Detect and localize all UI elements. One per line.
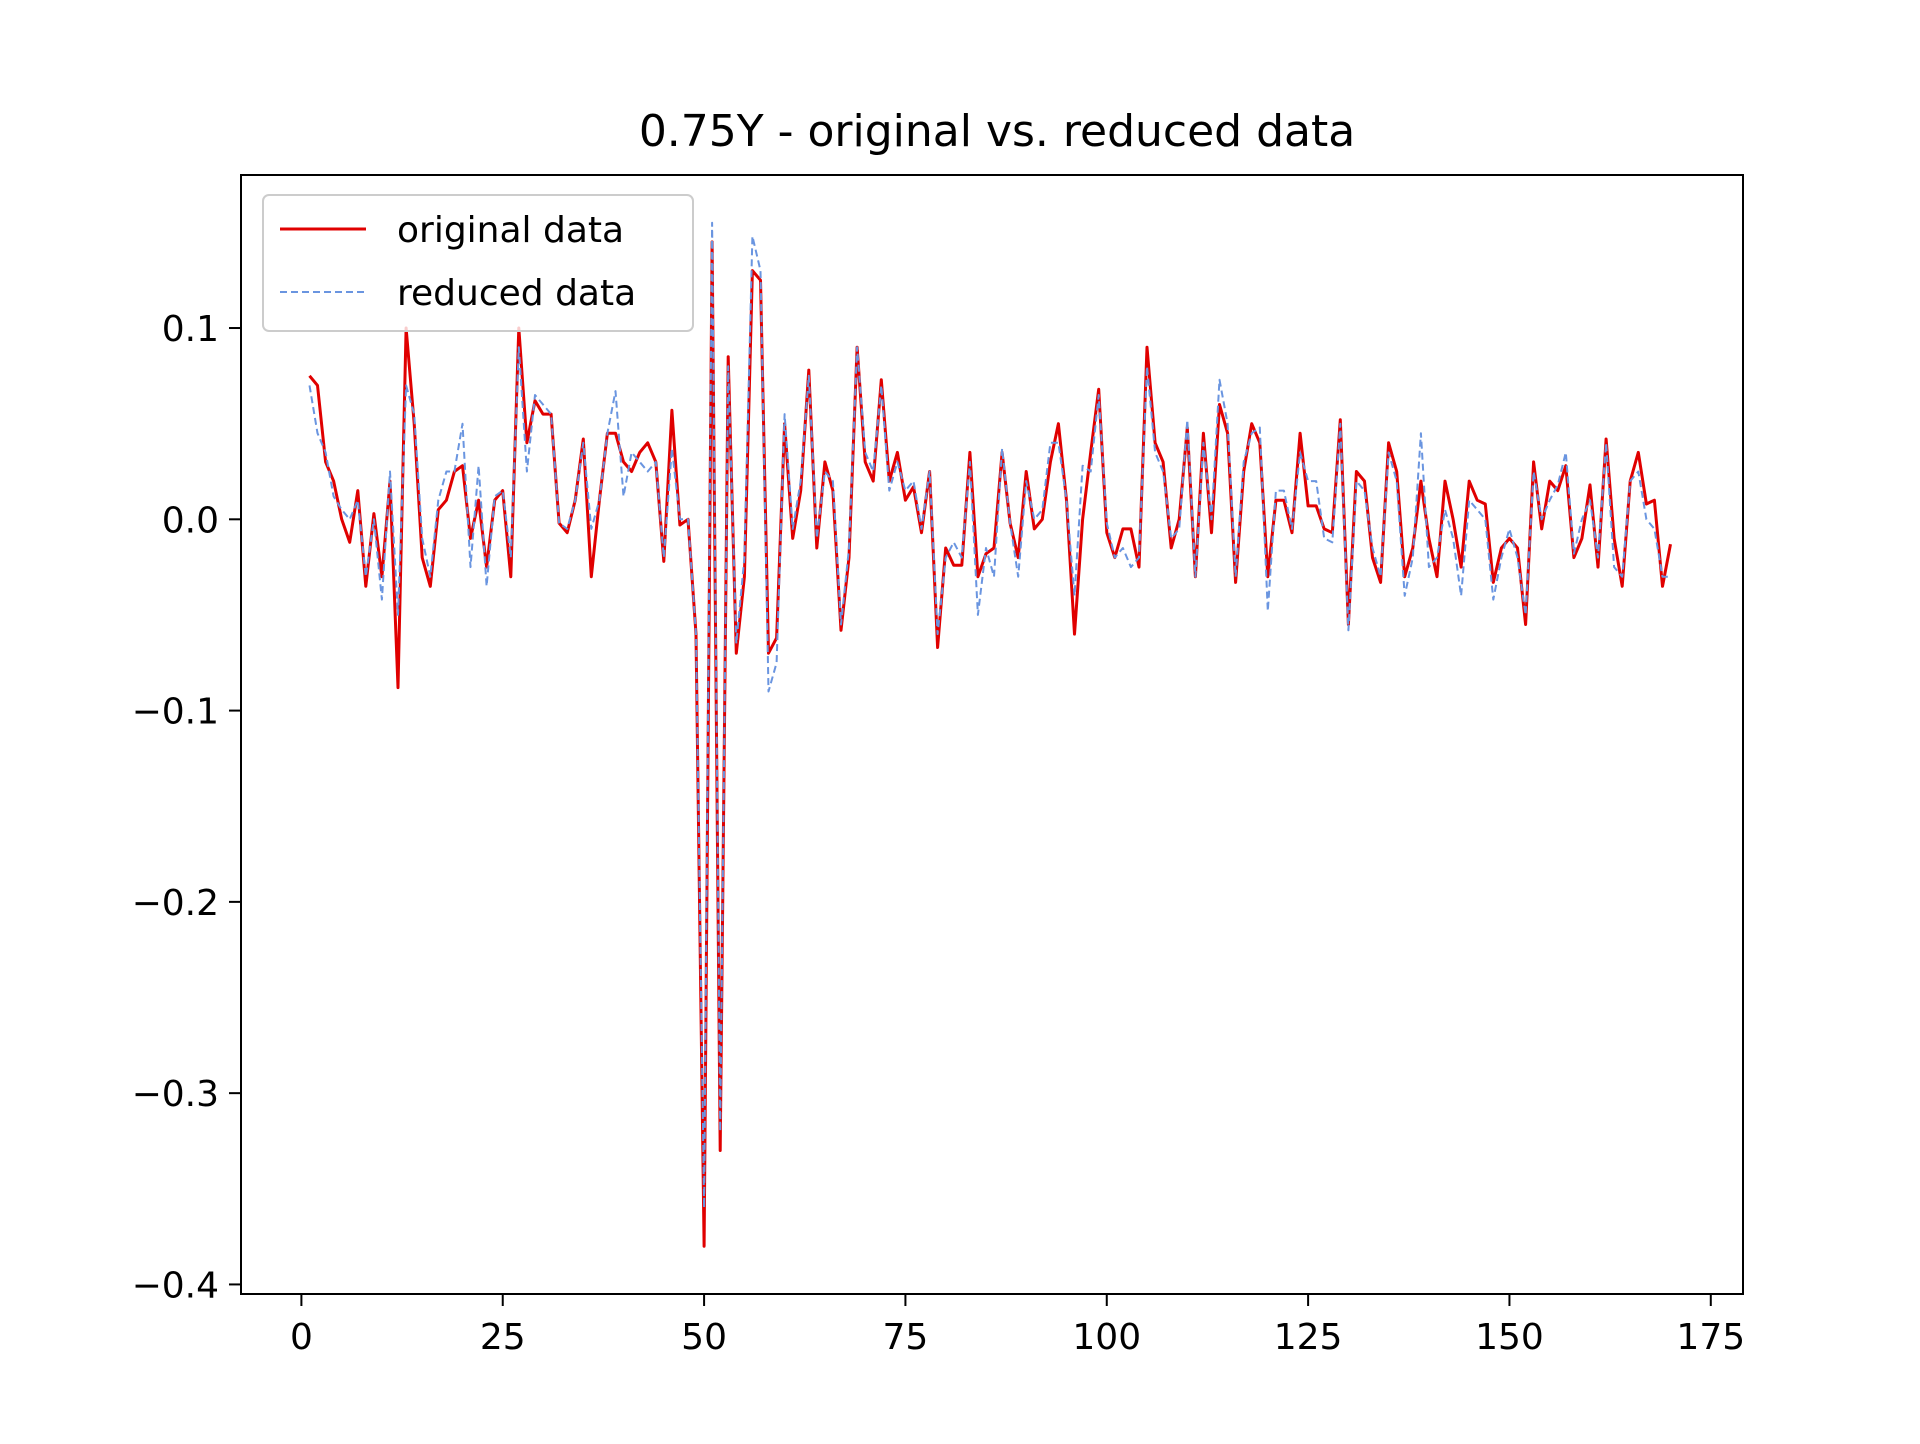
x-tick-label: 0 — [290, 1317, 313, 1358]
legend-label-reduced: reduced data — [397, 273, 636, 314]
x-tick-label: 75 — [883, 1317, 929, 1358]
series-line-original — [308, 240, 1672, 1248]
legend: original data reduced data — [262, 194, 694, 332]
axes: 0 25 50 75 100 125 150 175 0.1 0.0 −0.1 −0.2 −0.3 −0.… — [132, 309, 1746, 1358]
y-tick-label: −0.3 — [132, 1074, 219, 1115]
x-tick-label: 150 — [1475, 1317, 1544, 1358]
chart-title: 0.75Y - original vs. reduced data — [639, 106, 1355, 157]
y-tick-label: 0.0 — [162, 500, 219, 541]
x-tick-label: 175 — [1676, 1317, 1745, 1358]
x-tick-label: 25 — [480, 1317, 526, 1358]
y-tick-label: −0.2 — [132, 883, 219, 924]
series-line-reduced — [308, 221, 1671, 1209]
y-tick-label: −0.1 — [132, 692, 219, 733]
y-tick-label: −0.4 — [132, 1265, 219, 1306]
x-tick-label: 125 — [1274, 1317, 1343, 1358]
plot-frame — [240, 174, 1744, 1295]
legend-label-original: original data — [397, 210, 624, 251]
plot-area — [308, 221, 1672, 1248]
x-tick-label: 100 — [1072, 1317, 1141, 1358]
legend-box — [262, 194, 694, 332]
x-tick-label: 50 — [681, 1317, 727, 1358]
y-tick-label: 0.1 — [162, 309, 219, 350]
